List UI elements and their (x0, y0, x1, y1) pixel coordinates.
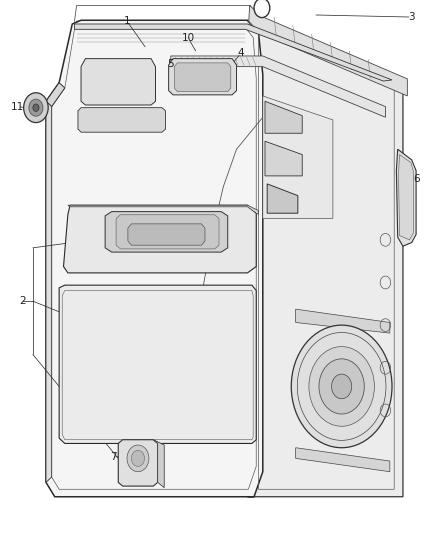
Text: 1: 1 (124, 17, 131, 26)
Circle shape (319, 359, 364, 414)
Text: 5: 5 (167, 59, 174, 69)
Polygon shape (46, 83, 65, 107)
Circle shape (309, 346, 374, 426)
Polygon shape (64, 205, 256, 273)
Text: 10: 10 (182, 34, 195, 43)
Circle shape (33, 104, 39, 111)
Polygon shape (46, 20, 263, 497)
Polygon shape (296, 448, 390, 472)
Polygon shape (153, 440, 164, 488)
Circle shape (131, 450, 145, 466)
Polygon shape (118, 440, 158, 486)
Polygon shape (81, 59, 155, 105)
Polygon shape (74, 24, 392, 81)
Circle shape (291, 325, 392, 448)
Circle shape (127, 445, 149, 472)
Circle shape (29, 99, 43, 116)
Polygon shape (68, 205, 258, 214)
Polygon shape (247, 21, 403, 85)
Text: 11: 11 (11, 102, 24, 111)
Circle shape (24, 93, 48, 123)
Circle shape (254, 0, 270, 18)
Text: 2: 2 (19, 296, 26, 306)
Text: 6: 6 (413, 174, 420, 183)
Polygon shape (105, 212, 228, 252)
Polygon shape (296, 309, 390, 333)
Text: 3: 3 (408, 12, 415, 22)
Polygon shape (169, 59, 237, 95)
Polygon shape (265, 101, 302, 133)
Polygon shape (116, 215, 219, 249)
Circle shape (332, 374, 352, 399)
Polygon shape (78, 108, 166, 132)
Polygon shape (399, 155, 413, 240)
Polygon shape (46, 101, 52, 482)
Polygon shape (59, 285, 256, 443)
Polygon shape (171, 56, 385, 117)
Polygon shape (267, 184, 298, 213)
Text: 7: 7 (110, 452, 117, 462)
Polygon shape (265, 141, 302, 176)
Text: 4: 4 (237, 49, 244, 58)
Polygon shape (174, 63, 231, 92)
Polygon shape (128, 224, 205, 245)
Polygon shape (249, 5, 407, 96)
Polygon shape (77, 21, 403, 497)
Polygon shape (263, 96, 333, 219)
Polygon shape (396, 149, 416, 246)
